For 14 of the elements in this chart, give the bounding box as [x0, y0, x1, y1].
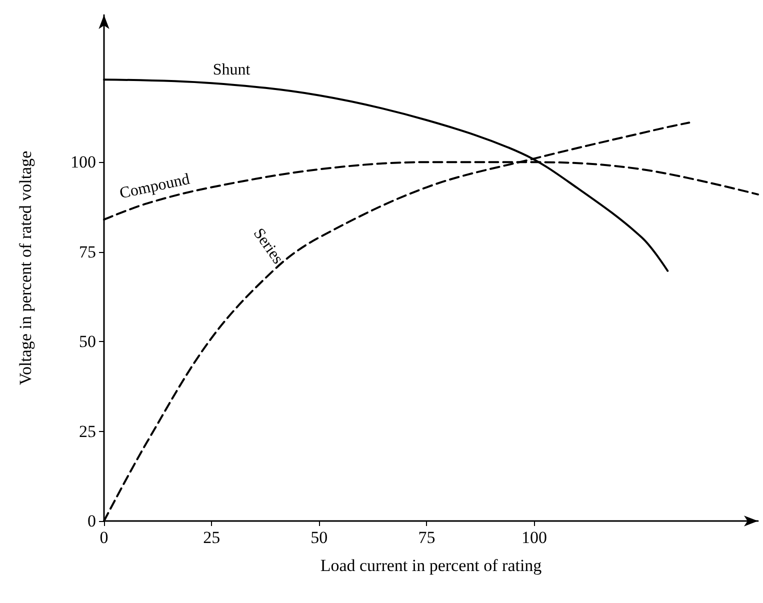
- y-tick-label: 75: [79, 242, 96, 262]
- series-label: Shunt: [212, 62, 251, 79]
- x-tick-label: 100: [522, 528, 548, 547]
- x-tick-label: 0: [100, 528, 108, 547]
- x-axis-title: Load current in percent of rating: [320, 556, 542, 575]
- x-tick-label: 75: [418, 528, 436, 547]
- text: Compound: [118, 170, 192, 202]
- x-tick-label: 50: [310, 528, 328, 547]
- y-tick-label: 25: [79, 422, 96, 441]
- y-tick-label: 100: [70, 152, 96, 172]
- x-tick-label: 25: [203, 528, 220, 547]
- y-tick-label: 0: [88, 512, 96, 530]
- y-axis-title: Voltage in percent of rated voltage: [16, 150, 35, 386]
- y-tick-label: 50: [79, 332, 96, 352]
